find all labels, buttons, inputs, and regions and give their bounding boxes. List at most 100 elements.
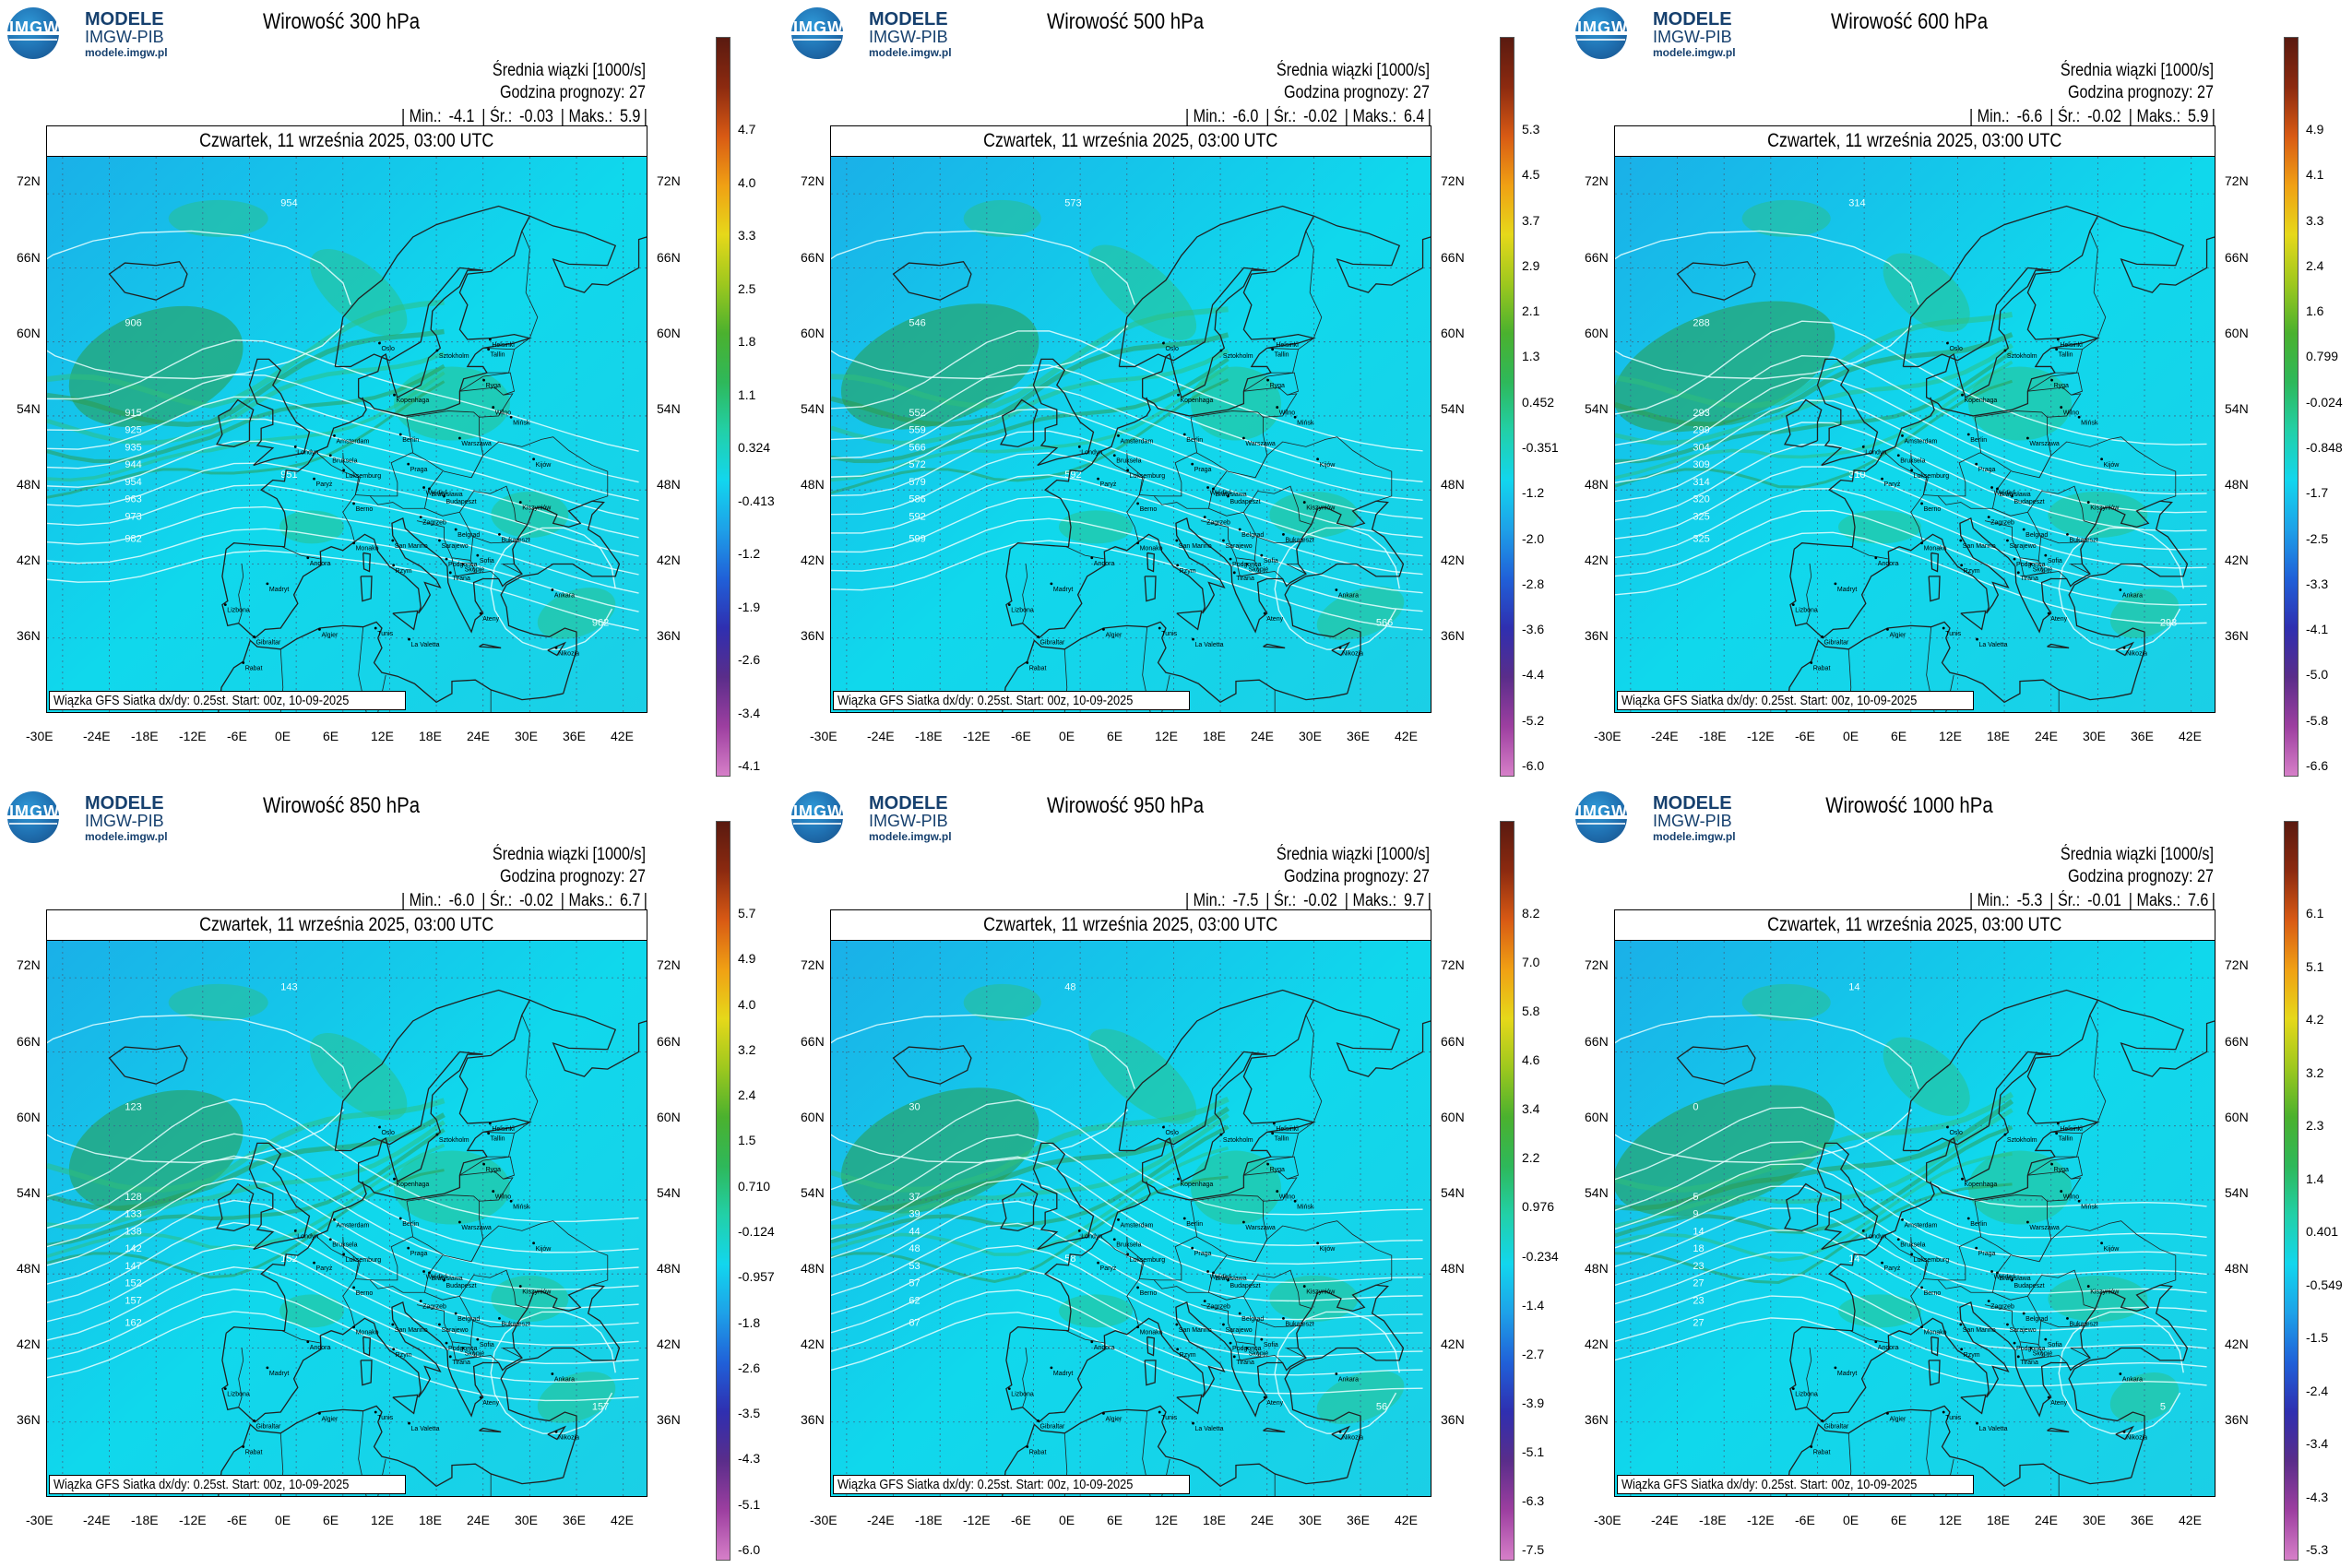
city-label: Andora bbox=[1094, 1345, 1115, 1351]
city-label: Amsterdam bbox=[1904, 1222, 1937, 1229]
coastline bbox=[529, 215, 647, 293]
city-label: Nikozja bbox=[2126, 1434, 2147, 1441]
city-marker bbox=[1126, 1253, 1130, 1256]
city-label: Mińsk bbox=[513, 420, 530, 426]
colorbar-tick-label: 2.1 bbox=[1522, 303, 1540, 319]
city-marker bbox=[2086, 501, 2090, 504]
contour-label: 27 bbox=[1693, 1317, 1704, 1328]
map-frame: Czwartek, 11 września 2025, 03:00 UTC 14… bbox=[1614, 909, 2215, 1497]
city-label: Algier bbox=[1105, 1416, 1123, 1422]
city-marker bbox=[435, 349, 439, 352]
city-marker bbox=[1182, 433, 1186, 436]
avg-value: -0.02 bbox=[1303, 107, 1337, 126]
contour-label: 53 bbox=[909, 1261, 920, 1272]
logo-letters: IMGW bbox=[1577, 18, 1628, 37]
city-label: Skopje bbox=[2033, 566, 2053, 573]
country-border bbox=[424, 1269, 528, 1310]
city-label: Kiszyniów bbox=[1306, 505, 1336, 512]
city-marker bbox=[313, 1261, 315, 1265]
longitude-label: 30E bbox=[2083, 729, 2106, 743]
coastline bbox=[1789, 1284, 2189, 1479]
city-label: Lizbona bbox=[1011, 1392, 1034, 1398]
colorbar-tick-label: 4.1 bbox=[2306, 167, 2324, 183]
colorbar-tick-label: 0.976 bbox=[1522, 1199, 1555, 1215]
city-label: Wilno bbox=[2063, 1194, 2080, 1201]
coastline bbox=[1146, 1336, 1155, 1357]
city-marker bbox=[1810, 661, 1813, 664]
coastline bbox=[1313, 215, 1431, 293]
city-marker bbox=[1946, 341, 1949, 345]
geopotential-contour bbox=[1615, 1185, 2207, 1276]
imgw-logo: IMGW MODELE IMGW-PIB modele.imgw.pl bbox=[1575, 790, 1736, 843]
model-credit: Wiązka GFS Siatka dx/dy: 0.25st. Start: … bbox=[1617, 691, 1974, 710]
latitude-label: 42N bbox=[2225, 1336, 2249, 1351]
vorticity-anomaly-area bbox=[68, 305, 244, 428]
longitude-label: -18E bbox=[915, 729, 943, 743]
latitude-label: 60N bbox=[17, 1110, 41, 1124]
longitude-label: -30E bbox=[26, 1513, 53, 1527]
city-label: Oslo bbox=[1165, 1130, 1179, 1136]
city-marker bbox=[1126, 469, 1130, 472]
latitude-label: 72N bbox=[2225, 957, 2249, 972]
avg-label: | Śr.: bbox=[481, 891, 513, 910]
colorbar-tick-label: -1.5 bbox=[2306, 1330, 2329, 1345]
forecast-hour: Godzina prognozy: 27 bbox=[499, 867, 646, 886]
city-label: Wilno bbox=[495, 1194, 512, 1201]
city-marker bbox=[1272, 338, 1276, 341]
vorticity-anomaly-area bbox=[1967, 366, 2072, 441]
coastline bbox=[529, 999, 647, 1077]
city-label: Monako bbox=[1924, 1330, 1947, 1336]
forecast-hour: Godzina prognozy: 27 bbox=[1283, 83, 1430, 102]
country-border bbox=[482, 1131, 515, 1158]
colorbar-tick-label: 1.6 bbox=[2306, 303, 2324, 319]
valid-date-bar: Czwartek, 11 września 2025, 03:00 UTC bbox=[1615, 910, 2215, 941]
longitude-label: -30E bbox=[1594, 729, 1621, 743]
country-border bbox=[342, 1236, 413, 1281]
contour-label: 566 bbox=[909, 442, 925, 453]
panel-title: Wirowość 600 hPa bbox=[1830, 9, 1989, 34]
latitude-label: 48N bbox=[1441, 1261, 1465, 1276]
city-marker bbox=[1276, 406, 1279, 409]
coastline bbox=[1786, 1405, 2132, 1496]
city-marker bbox=[428, 1271, 431, 1275]
country-border bbox=[2050, 1131, 2083, 1158]
city-marker bbox=[1037, 635, 1039, 638]
city-label: Praga bbox=[1194, 1251, 1212, 1257]
colorbar-tick-label: 1.8 bbox=[738, 334, 756, 349]
logo-letters: IMGW bbox=[1577, 802, 1628, 821]
city-label: Bratysława bbox=[1215, 1276, 1246, 1282]
city-marker bbox=[1942, 626, 1945, 630]
city-label: Rzym bbox=[1180, 568, 1196, 575]
longitude-label: 6E bbox=[1891, 1513, 1907, 1527]
country-border bbox=[1154, 470, 1228, 509]
longitude-label: 24E bbox=[2035, 1513, 2058, 1527]
country-border bbox=[1253, 536, 1303, 561]
valid-date-bar: Czwartek, 11 września 2025, 03:00 UTC bbox=[1615, 126, 2215, 157]
city-label: Sarajewo bbox=[2009, 1327, 2036, 1334]
contour-label: 37 bbox=[909, 1192, 920, 1203]
city-marker bbox=[1996, 1271, 1999, 1275]
coastline bbox=[479, 1427, 502, 1433]
imgw-logo: IMGW MODELE IMGW-PIB modele.imgw.pl bbox=[7, 6, 168, 59]
max-value: 9.7 bbox=[1403, 891, 1425, 910]
city-marker bbox=[1810, 1445, 1813, 1448]
city-label: Madryt bbox=[269, 587, 289, 593]
latitude-label: 72N bbox=[801, 957, 825, 972]
city-label: Luksemburg bbox=[346, 473, 382, 480]
longitude-label: -24E bbox=[83, 1513, 111, 1527]
city-marker bbox=[1191, 462, 1194, 466]
city-marker bbox=[293, 1229, 297, 1232]
city-marker bbox=[1946, 1125, 1949, 1129]
model-credit-text: Wiązka GFS Siatka dx/dy: 0.25st. Start: … bbox=[837, 693, 1134, 708]
latitude-label: 54N bbox=[657, 1185, 681, 1200]
logo-line-1: MODELE bbox=[869, 793, 948, 814]
colorbar-tick-label: -5.8 bbox=[2306, 712, 2329, 728]
city-marker bbox=[1112, 454, 1116, 457]
country-border bbox=[459, 372, 515, 396]
city-marker bbox=[2016, 1355, 2020, 1359]
longitude-label: 30E bbox=[1299, 1513, 1322, 1527]
city-marker bbox=[2119, 588, 2122, 591]
colorbar-tick-label: -2.4 bbox=[2306, 1383, 2329, 1398]
colorbar-tick-label: -3.4 bbox=[2306, 1436, 2329, 1451]
avg-value: -0.02 bbox=[2087, 107, 2121, 126]
